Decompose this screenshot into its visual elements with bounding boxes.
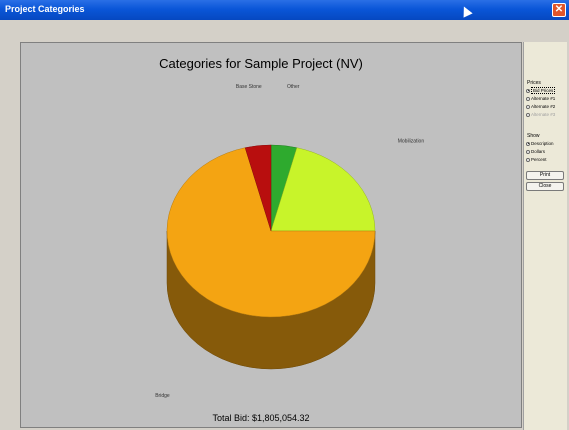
slice-label: Bridge bbox=[155, 393, 170, 399]
show-group-title: Show bbox=[527, 133, 540, 139]
slice-label: Mobilization bbox=[398, 139, 425, 145]
prices-option[interactable]: Bid Prices bbox=[526, 87, 556, 94]
show-option-label: Percent bbox=[531, 157, 547, 162]
radio-button-icon bbox=[526, 112, 530, 117]
close-icon: ✕ bbox=[554, 4, 564, 15]
show-option[interactable]: Description bbox=[526, 140, 554, 147]
print-button[interactable]: Print bbox=[526, 171, 564, 180]
radio-button-icon[interactable] bbox=[526, 149, 530, 154]
chart-title: Categories for Sample Project (NV) bbox=[159, 56, 363, 71]
pie-slice-base-stone bbox=[244, 144, 272, 232]
prices-option-label: Alternate #3 bbox=[531, 112, 556, 117]
radio-button-icon[interactable] bbox=[526, 141, 530, 146]
total-bid-text: Total Bid: $1,805,054.32 bbox=[212, 413, 309, 423]
options-panel: Prices Bid Prices Alternate #1 Alternate #… bbox=[523, 42, 567, 430]
pie-chart: Categories for Sample Project (NV) Other M… bbox=[155, 56, 425, 423]
radio-button-icon[interactable] bbox=[526, 157, 530, 162]
window-body: Categories for Sample Project (NV) Other M… bbox=[0, 20, 569, 430]
pie-slice-bridge bbox=[166, 147, 376, 318]
prices-option-label: Bid Prices bbox=[531, 87, 556, 94]
title-bar: Project Categories ✕ bbox=[0, 0, 569, 20]
window-title: Project Categories bbox=[5, 4, 85, 14]
radio-button-icon[interactable] bbox=[526, 104, 530, 109]
mouse-cursor-icon bbox=[459, 4, 473, 18]
radio-button-icon[interactable] bbox=[526, 88, 530, 93]
show-option-label: Dollars bbox=[531, 149, 546, 154]
radio-button-icon[interactable] bbox=[526, 96, 530, 101]
slice-label: Other bbox=[287, 84, 300, 90]
slice-label: Base Stone bbox=[236, 84, 262, 90]
prices-group-title: Prices bbox=[527, 80, 541, 86]
show-option-label: Description bbox=[531, 141, 554, 146]
show-option[interactable]: Dollars bbox=[526, 148, 545, 155]
show-option[interactable]: Percent bbox=[526, 156, 547, 163]
close-window-button[interactable]: ✕ bbox=[552, 3, 566, 17]
prices-option-label: Alternate #1 bbox=[531, 96, 556, 101]
chart-area: Categories for Sample Project (NV) Other M… bbox=[20, 42, 522, 428]
prices-option[interactable]: Alternate #1 bbox=[526, 95, 555, 102]
close-button[interactable]: Close bbox=[526, 182, 564, 191]
prices-option: Alternate #3 bbox=[526, 111, 555, 118]
pie-slice-mobilization bbox=[270, 147, 376, 232]
prices-option[interactable]: Alternate #2 bbox=[526, 103, 555, 110]
prices-option-label: Alternate #2 bbox=[531, 104, 556, 109]
